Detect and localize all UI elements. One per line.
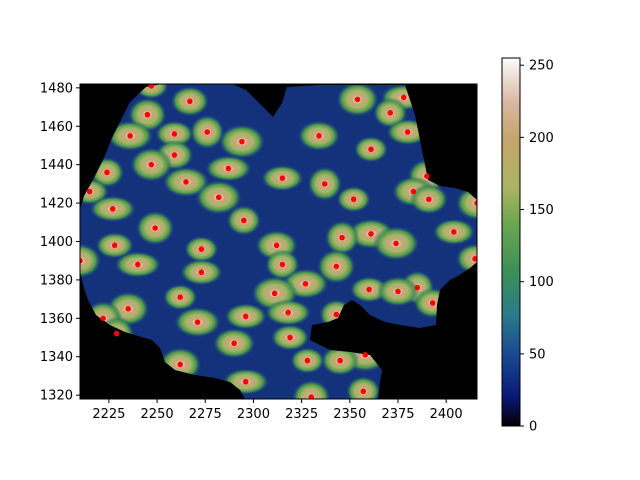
peak-markers xyxy=(80,84,477,399)
peak-marker xyxy=(368,146,374,153)
y-tick-label: 1340 xyxy=(40,350,73,365)
x-tick-label: 2350 xyxy=(333,407,366,422)
x-tick-label: 2400 xyxy=(430,407,463,422)
x-tick-label: 2375 xyxy=(381,407,414,422)
colorbar-tick-label: 50 xyxy=(529,347,546,362)
peak-marker xyxy=(285,309,291,316)
peak-marker xyxy=(350,196,357,203)
peak-marker xyxy=(148,161,155,168)
peak-marker xyxy=(152,225,158,231)
y-tick-label: 1400 xyxy=(40,235,73,250)
peak-marker xyxy=(316,133,322,139)
y-tick-label: 1380 xyxy=(40,273,73,288)
peak-marker xyxy=(339,234,345,241)
y-tick-label: 1460 xyxy=(40,120,73,135)
peak-marker xyxy=(80,257,83,264)
colorbar-tick-label: 100 xyxy=(529,275,554,290)
peak-marker xyxy=(171,131,178,137)
peak-marker xyxy=(241,217,247,224)
peak-marker xyxy=(302,280,309,287)
peak-marker xyxy=(426,196,432,203)
peak-marker xyxy=(171,152,178,158)
peak-marker xyxy=(127,133,133,139)
colorbar-tick-label: 200 xyxy=(529,131,554,146)
peak-marker xyxy=(135,261,141,268)
y-tick-label: 1320 xyxy=(40,389,73,404)
peak-marker xyxy=(287,334,293,341)
colorbar-tick-label: 150 xyxy=(529,203,554,218)
peak-marker xyxy=(177,361,184,368)
y-axis: 1320 1340 1360 1380 1400 1420 1440 1460 1480 xyxy=(40,81,80,404)
peak-marker xyxy=(410,188,417,195)
peak-marker xyxy=(204,129,210,135)
x-tick-label: 2225 xyxy=(92,407,125,422)
peak-marker xyxy=(400,94,407,101)
peak-marker xyxy=(414,284,421,291)
peak-marker xyxy=(111,242,118,249)
peak-marker xyxy=(144,111,151,118)
peak-marker xyxy=(273,242,280,249)
peak-marker xyxy=(368,231,374,237)
peak-marker xyxy=(109,206,116,212)
peak-marker xyxy=(231,340,237,347)
peak-marker xyxy=(424,173,430,179)
peak-marker xyxy=(393,240,399,247)
colorbar-tick-label: 250 xyxy=(529,59,554,74)
peak-marker xyxy=(242,313,249,320)
colorbar: 0 50 100 150 200 250 xyxy=(501,57,554,435)
colorbar-axis: 0 50 100 150 200 250 xyxy=(520,59,554,435)
x-tick-label: 2275 xyxy=(189,407,222,422)
peak-marker xyxy=(198,246,205,252)
peak-marker xyxy=(362,352,369,358)
peak-marker xyxy=(472,255,477,262)
peak-marker xyxy=(304,357,311,364)
peak-marker xyxy=(100,315,106,322)
peak-marker xyxy=(183,179,189,185)
y-tick-label: 1440 xyxy=(40,158,73,173)
peak-marker xyxy=(360,388,367,395)
peak-marker xyxy=(474,200,477,206)
peak-marker xyxy=(321,181,328,187)
colorbar-tick-label: 0 xyxy=(529,420,537,435)
colorbar-gradient xyxy=(501,57,521,427)
peak-marker xyxy=(242,378,249,385)
peak-marker xyxy=(215,194,222,201)
peak-marker xyxy=(279,261,286,268)
peak-marker xyxy=(187,98,193,105)
intensity-blob xyxy=(456,186,477,221)
peak-marker xyxy=(429,300,436,306)
peak-marker xyxy=(387,110,394,116)
peak-marker xyxy=(148,84,155,89)
peak-marker xyxy=(125,305,131,312)
peak-marker xyxy=(113,330,120,337)
peak-marker xyxy=(225,165,232,172)
y-tick-label: 1360 xyxy=(40,312,73,327)
peak-marker xyxy=(333,311,340,318)
peak-marker xyxy=(333,263,340,270)
y-tick-label: 1420 xyxy=(40,197,73,212)
peak-marker xyxy=(451,229,457,235)
peak-marker xyxy=(104,169,110,176)
x-tick-label: 2325 xyxy=(285,407,318,422)
peak-marker xyxy=(279,175,286,181)
peak-marker xyxy=(271,290,278,297)
y-tick-label: 1480 xyxy=(40,81,73,96)
peak-marker xyxy=(86,188,93,195)
peak-marker xyxy=(395,288,401,295)
peak-marker xyxy=(239,138,245,145)
x-tick-label: 2300 xyxy=(237,407,270,422)
plot-area xyxy=(79,83,478,400)
x-axis: 2225 2250 2275 2300 2325 2350 2375 2400 xyxy=(92,399,463,422)
peak-marker xyxy=(404,129,411,135)
peak-marker xyxy=(198,269,205,276)
peak-marker xyxy=(308,394,315,399)
intensity-blob xyxy=(80,243,101,278)
peak-marker xyxy=(194,319,201,325)
peak-marker xyxy=(366,286,372,293)
x-tick-label: 2250 xyxy=(141,407,174,422)
peak-marker xyxy=(354,96,361,103)
peak-marker xyxy=(337,357,343,364)
peak-marker xyxy=(177,294,184,301)
